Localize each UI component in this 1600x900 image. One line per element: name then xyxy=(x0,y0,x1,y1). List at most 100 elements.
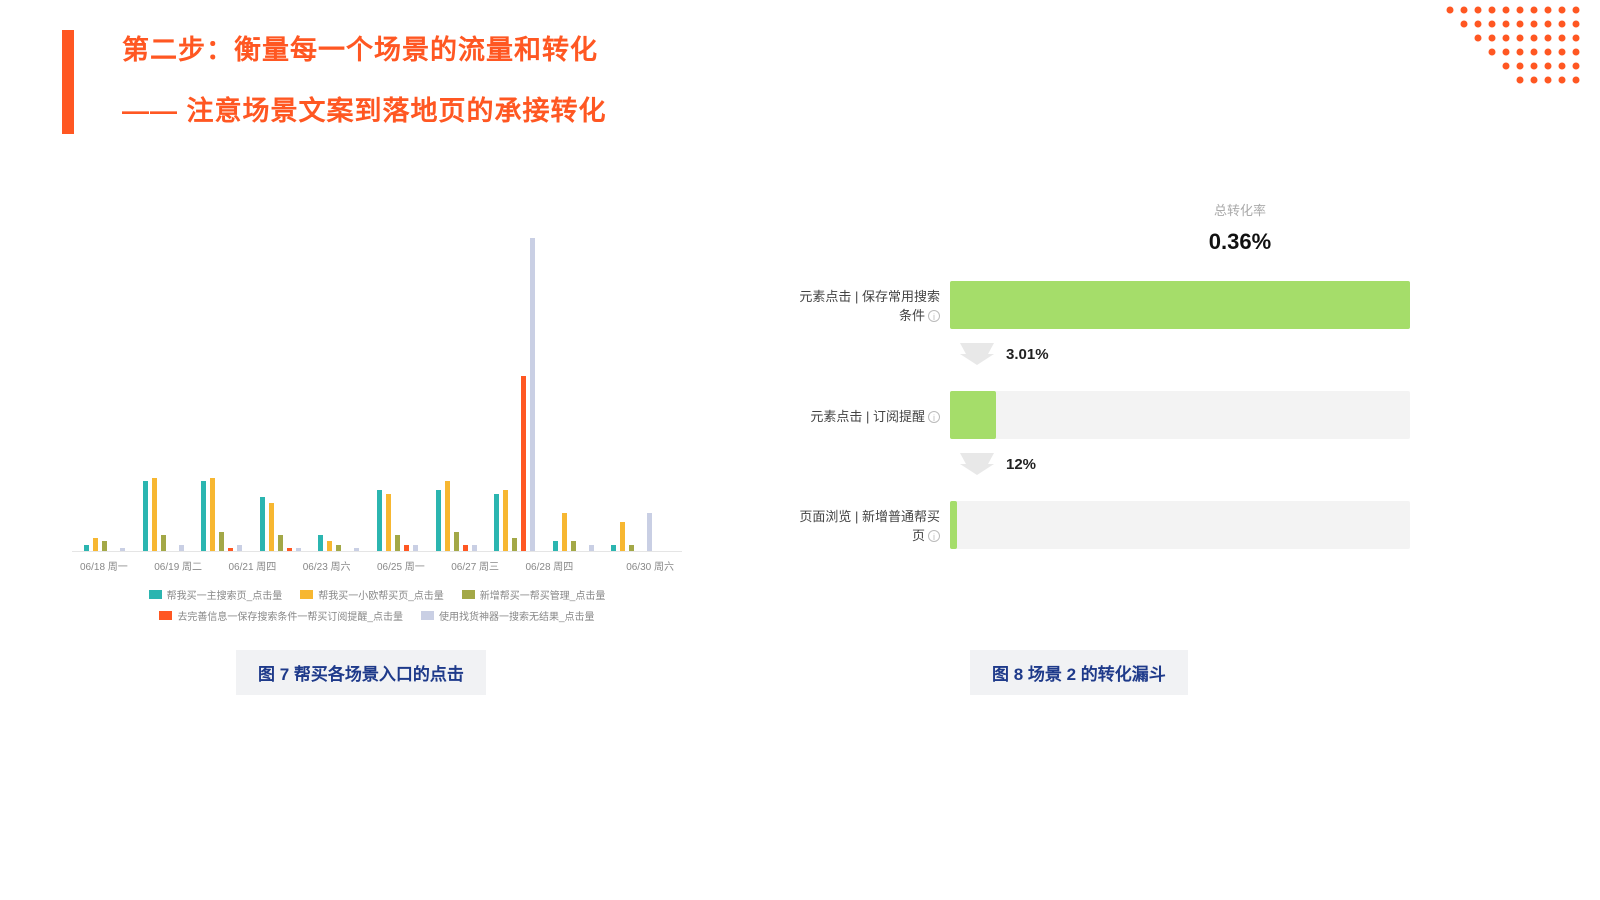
bar-cluster xyxy=(260,232,301,551)
legend-label: 去完善信息一保存搜索条件一帮买订阅提醒_点击量 xyxy=(177,608,403,623)
legend-swatch xyxy=(159,611,172,620)
dot-grid-decor xyxy=(1440,0,1600,110)
legend-label: 帮我买一主搜索页_点击量 xyxy=(167,587,283,602)
bar xyxy=(219,532,224,551)
info-icon: i xyxy=(928,530,940,542)
bar xyxy=(228,548,233,551)
bar xyxy=(201,481,206,551)
bar xyxy=(102,541,107,551)
bar xyxy=(589,545,594,551)
legend-item: 使用找货神器一搜索无结果_点击量 xyxy=(421,608,595,623)
bar xyxy=(84,545,89,551)
funnel-fill xyxy=(950,501,957,549)
slide-header: 第二步：衡量每一个场景的流量和转化 —— 注意场景文案到落地页的承接转化 xyxy=(122,28,607,128)
legend-swatch xyxy=(300,590,313,599)
bar xyxy=(336,545,341,551)
accent-bar xyxy=(62,30,74,134)
legend-label: 帮我买一小欧帮买页_点击量 xyxy=(318,587,444,602)
legend-label: 新增帮买一帮买管理_点击量 xyxy=(480,587,606,602)
bar xyxy=(445,481,450,551)
bar xyxy=(278,535,283,551)
chart-8-caption: 图 8 场景 2 的转化漏斗 xyxy=(970,650,1188,695)
legend-label: 使用找货神器一搜索无结果_点击量 xyxy=(439,608,595,623)
bar xyxy=(530,238,535,551)
bar xyxy=(503,490,508,551)
bar xyxy=(611,545,616,551)
legend-item: 去完善信息一保存搜索条件一帮买订阅提醒_点击量 xyxy=(159,608,403,623)
funnel-row: 元素点击 | 订阅提醒i xyxy=(790,391,1410,439)
chart-7-x-labels: 06/18 周一06/19 周二06/21 周四06/23 周六06/25 周一… xyxy=(72,558,682,573)
bar xyxy=(296,548,301,551)
chart-7-grouped-bar: 06/18 周一06/19 周二06/21 周四06/23 周六06/25 周一… xyxy=(72,232,682,623)
x-tick-label: 06/18 周一 xyxy=(80,558,128,573)
chart-7-caption: 图 7 帮买各场景入口的点击 xyxy=(236,650,486,695)
bar xyxy=(404,545,409,551)
funnel-step-label: 元素点击 | 保存常用搜索条件i xyxy=(790,286,950,324)
chart-7-plot-area xyxy=(72,232,682,552)
bar xyxy=(260,497,265,551)
x-tick-label: 06/19 周二 xyxy=(154,558,202,573)
funnel-top-value: 0.36% xyxy=(1070,229,1410,255)
chevron-down-icon xyxy=(960,343,994,365)
funnel-track xyxy=(950,391,1410,439)
bar xyxy=(512,538,517,551)
legend-item: 新增帮买一帮买管理_点击量 xyxy=(462,587,606,602)
bar xyxy=(93,538,98,551)
chevron-down-icon xyxy=(960,453,994,475)
bar xyxy=(179,545,184,551)
bar xyxy=(354,548,359,551)
bar xyxy=(413,545,418,551)
x-tick-label: 06/30 周六 xyxy=(626,558,674,573)
bar xyxy=(152,478,157,551)
bar-cluster xyxy=(377,232,418,551)
bar xyxy=(269,503,274,551)
info-icon: i xyxy=(928,411,940,423)
bar-cluster xyxy=(611,232,652,551)
x-tick-label: 06/25 周一 xyxy=(377,558,425,573)
bar-cluster xyxy=(143,232,184,551)
chart-7-legend: 帮我买一主搜索页_点击量 帮我买一小欧帮买页_点击量 新增帮买一帮买管理_点击量去完… xyxy=(72,587,682,623)
x-tick-label: 06/27 周三 xyxy=(451,558,499,573)
funnel-row: 页面浏览 | 新增普通帮买页i xyxy=(790,501,1410,549)
bar xyxy=(463,545,468,551)
funnel-step-rate: 12% xyxy=(960,453,1410,475)
bar-cluster xyxy=(201,232,242,551)
bar xyxy=(386,494,391,551)
chart-8-funnel: 总转化率 0.36% 元素点击 | 保存常用搜索条件i3.01%元素点击 | 订… xyxy=(790,200,1410,585)
funnel-row: 元素点击 | 保存常用搜索条件i xyxy=(790,281,1410,329)
funnel-top-label: 总转化率 xyxy=(1070,200,1410,219)
bar xyxy=(377,490,382,551)
legend-swatch xyxy=(421,611,434,620)
bar xyxy=(472,545,477,551)
funnel-track xyxy=(950,281,1410,329)
funnel-track xyxy=(950,501,1410,549)
info-icon: i xyxy=(928,310,940,322)
legend-item: 帮我买一主搜索页_点击量 xyxy=(149,587,283,602)
bar-cluster xyxy=(494,232,535,551)
bar xyxy=(318,535,323,551)
bar-cluster xyxy=(553,232,594,551)
bar xyxy=(327,541,332,551)
title-line-2: —— 注意场景文案到落地页的承接转化 xyxy=(122,89,607,128)
bar xyxy=(647,513,652,551)
bar-cluster xyxy=(436,232,477,551)
x-tick-label: 06/21 周四 xyxy=(229,558,277,573)
x-tick-label: 06/28 周四 xyxy=(526,558,574,573)
legend-item: 帮我买一小欧帮买页_点击量 xyxy=(300,587,444,602)
bar xyxy=(120,548,125,551)
bar xyxy=(629,545,634,551)
bar xyxy=(287,548,292,551)
bar xyxy=(494,494,499,551)
funnel-fill xyxy=(950,281,1410,329)
bar xyxy=(237,545,242,551)
bar xyxy=(143,481,148,551)
bar xyxy=(521,376,526,551)
bar xyxy=(562,513,567,551)
bar xyxy=(454,532,459,551)
bar xyxy=(436,490,441,551)
bar xyxy=(161,535,166,551)
funnel-step-label: 页面浏览 | 新增普通帮买页i xyxy=(790,506,950,544)
legend-swatch xyxy=(462,590,475,599)
bar xyxy=(620,522,625,551)
bar xyxy=(395,535,400,551)
